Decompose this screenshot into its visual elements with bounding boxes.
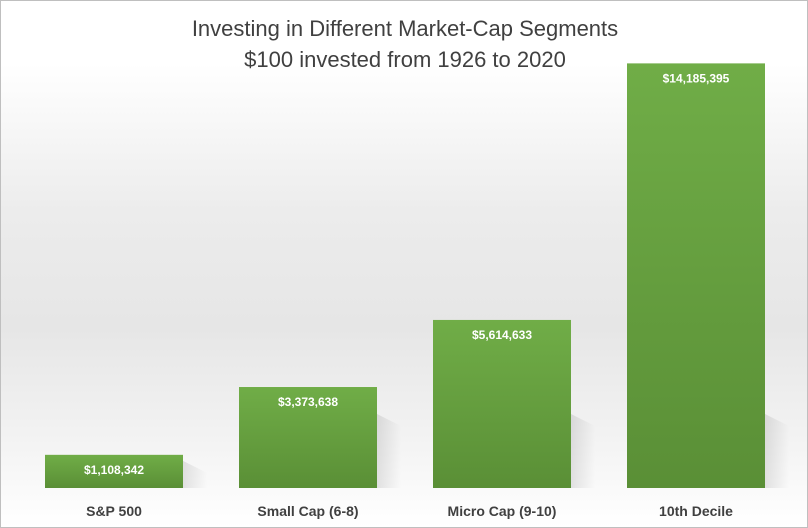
bar-shadows [183,414,789,488]
bar-2 [433,319,571,488]
chart-title: Investing in Different Market-Cap Segmen… [191,16,619,41]
bar-value-label: $1,108,342 [84,463,144,477]
bar-shadow [377,414,401,488]
bar-0 [45,454,183,488]
chart-subtitle: $100 invested from 1926 to 2020 [244,47,566,72]
category-label: 10th Decile [659,503,733,519]
category-label: Micro Cap (9-10) [448,503,557,519]
bar-3 [627,63,765,488]
bar-shadow [571,414,595,488]
bar-1 [239,387,377,488]
bar-shadow [765,414,789,488]
category-label: Small Cap (6-8) [257,503,358,519]
bar-shadow [183,460,207,488]
value-labels-group: $1,108,342 $3,373,638 $5,614,633 $14,185,39… [84,71,730,476]
category-labels-group: S&P 500 Small Cap (6-8) Micro Cap (9-10) 10… [86,503,733,519]
bar-value-label: $14,185,395 [663,71,730,85]
bar-value-label: $3,373,638 [278,395,338,409]
bars-group [45,63,765,488]
bar-value-label: $5,614,633 [472,328,532,342]
category-label: S&P 500 [86,503,142,519]
